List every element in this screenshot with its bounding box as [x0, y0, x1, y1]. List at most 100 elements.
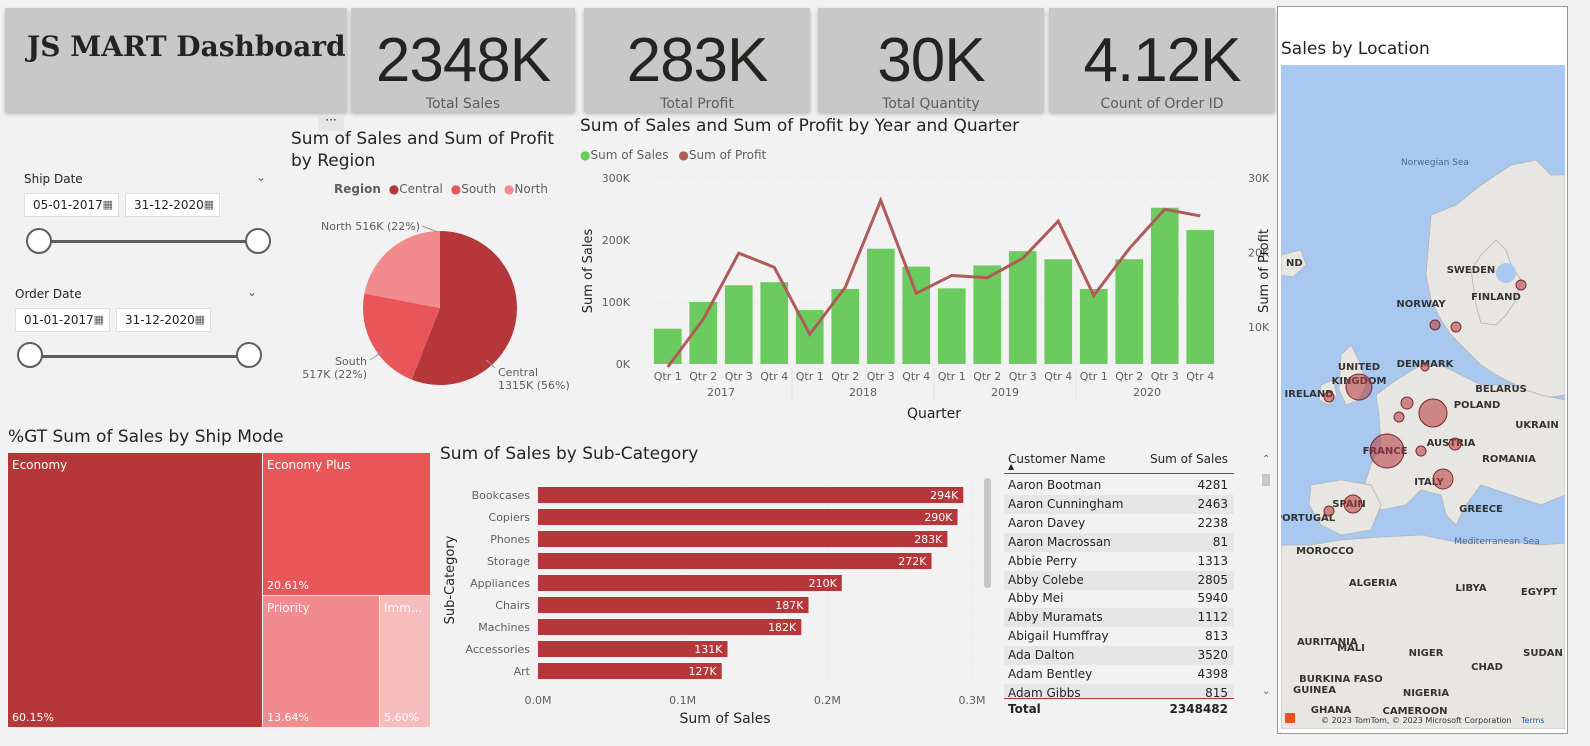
order-date-slider-start-handle[interactable]: [17, 342, 43, 368]
sales-bar[interactable]: [866, 248, 895, 364]
scrollbar[interactable]: [984, 478, 991, 588]
region-pie-chart[interactable]: Central 1315K (56%) South 517K (22%) North 5…: [290, 200, 580, 430]
subcategory-bar[interactable]: [538, 509, 958, 525]
scroll-down-icon[interactable]: ⌄: [1262, 686, 1271, 697]
location-bubble[interactable]: [1420, 362, 1430, 372]
subcategory-bar[interactable]: [538, 575, 842, 591]
ship-date-end-input[interactable]: 31-12-2020 ▦: [125, 193, 220, 217]
order-date-end-input[interactable]: 31-12-2020 ▦: [116, 308, 211, 332]
ship-date-slider-track[interactable]: [40, 240, 258, 243]
scrollbar[interactable]: [1262, 474, 1270, 486]
location-bubble[interactable]: [1429, 319, 1441, 331]
location-bubble[interactable]: [1432, 468, 1454, 490]
table-row[interactable]: Abby Muramats 1112: [1004, 608, 1234, 628]
location-bubble[interactable]: [1450, 321, 1462, 333]
subcategory-bar[interactable]: [538, 487, 964, 503]
cell-customer-name: Aaron Bootman: [1008, 478, 1102, 492]
pie-slice-north[interactable]: [364, 231, 440, 308]
bar-data-label: 182K: [768, 621, 797, 634]
location-bubble[interactable]: [1343, 494, 1363, 514]
subcategory-bar[interactable]: [538, 531, 948, 547]
treemap-cell-economy-plus[interactable]: Economy Plus 20.61%: [263, 453, 430, 595]
sort-asc-icon[interactable]: ▲: [1008, 462, 1015, 471]
location-bubble[interactable]: [1345, 373, 1373, 401]
subcategory-bar[interactable]: [538, 663, 722, 679]
scroll-up-icon[interactable]: ⌃: [1262, 454, 1271, 465]
calendar-icon[interactable]: ▦: [194, 313, 205, 326]
order-date-slider-track[interactable]: [31, 355, 249, 358]
profit-line[interactable]: [666, 196, 1201, 368]
location-bubble[interactable]: [1448, 437, 1462, 451]
x-tick-label: Qtr 4: [902, 370, 930, 383]
table-row[interactable]: Ada Dalton 3520: [1004, 646, 1234, 666]
sales-bar[interactable]: [902, 266, 931, 364]
table-row[interactable]: Aaron Davey 2238: [1004, 514, 1234, 533]
subcategory-bar[interactable]: [538, 641, 728, 657]
more-options-icon[interactable]: ···: [318, 114, 344, 131]
location-bubble[interactable]: [1369, 433, 1405, 469]
x-tick-label: Qtr 4: [760, 370, 788, 383]
sales-bar[interactable]: [1186, 230, 1215, 364]
subcategory-bar[interactable]: [538, 619, 802, 635]
map-label: SWEDEN: [1447, 265, 1496, 276]
location-bubble[interactable]: [1323, 505, 1335, 517]
sales-bar[interactable]: [973, 265, 1002, 364]
ship-date-start-input[interactable]: 05-01-2017 ▦: [24, 193, 119, 217]
map-canvas[interactable]: Norwegian SeaSWEDENNORWAYFINLANDDENMARKU…: [1281, 65, 1565, 729]
pie-slice-south[interactable]: [363, 293, 440, 380]
subcategory-chart-visual: Sum of Sales by Sub-Category 0.0M 0.1M 0.2…: [438, 440, 998, 735]
sales-bar[interactable]: [1115, 259, 1144, 364]
location-bubble[interactable]: [1415, 445, 1427, 457]
sales-bar[interactable]: [937, 288, 966, 364]
sales-bar[interactable]: [1079, 288, 1108, 364]
location-bubble[interactable]: [1515, 279, 1527, 291]
legend-title: Region: [334, 182, 381, 196]
map-terms-link[interactable]: Terms: [1520, 716, 1545, 725]
table-row[interactable]: Abbie Perry 1313: [1004, 552, 1234, 571]
table-row[interactable]: Abigail Humffray 813: [1004, 627, 1234, 646]
sales-bar[interactable]: [760, 282, 789, 364]
sales-bar[interactable]: [724, 285, 753, 364]
table-row[interactable]: Adam Bentley 4398: [1004, 665, 1234, 684]
subcategory-bar-chart[interactable]: 0.0M 0.1M 0.2M 0.3M Bookcases 294K Copiers 290K…: [438, 470, 993, 735]
col-customer-name[interactable]: Customer Name: [1008, 452, 1106, 466]
combo-chart[interactable]: 0K 100K 200K 300K 10K 20K 30K Sum of Sales Sum o…: [578, 170, 1278, 420]
pie-slice-central[interactable]: [411, 231, 517, 385]
subcategory-bar[interactable]: [538, 597, 809, 613]
y-tick-label: Copiers: [489, 511, 531, 524]
table-row[interactable]: Aaron Cunningham 2463: [1004, 494, 1234, 514]
table-row[interactable]: Aaron Bootman 4281: [1004, 476, 1234, 495]
y-tick-label: Art: [514, 665, 531, 678]
ship-date-start-value: 05-01-2017: [33, 198, 103, 212]
sales-bar[interactable]: [1150, 207, 1179, 364]
table-row[interactable]: Abby Mei 5940: [1004, 589, 1234, 608]
location-bubble[interactable]: [1400, 396, 1414, 410]
x-year-label: 2017: [707, 386, 735, 399]
order-date-slider-end-handle[interactable]: [236, 342, 262, 368]
table-row[interactable]: Aaron Macrossan 81: [1004, 532, 1234, 552]
col-sum-of-sales[interactable]: Sum of Sales: [1149, 452, 1228, 466]
cell-customer-name: Ada Dalton: [1008, 648, 1075, 663]
table-row[interactable]: Abby Colebe 2805: [1004, 570, 1234, 590]
calendar-icon[interactable]: ▦: [93, 313, 104, 326]
treemap-cell-priority[interactable]: Priority 13.64%: [263, 596, 379, 727]
ship-date-slider-start-handle[interactable]: [26, 228, 52, 254]
chevron-down-icon[interactable]: ⌄: [247, 285, 258, 299]
treemap-cell-economy[interactable]: Economy 60.15%: [8, 453, 262, 727]
ship-date-slider-end-handle[interactable]: [245, 228, 271, 254]
calendar-icon[interactable]: ▦: [203, 198, 214, 211]
x-tick-label: Qtr 1: [1080, 370, 1108, 383]
calendar-icon[interactable]: ▦: [102, 198, 113, 211]
subcategory-bar[interactable]: [538, 553, 932, 569]
chevron-down-icon[interactable]: ⌄: [256, 170, 267, 184]
location-bubble[interactable]: [1393, 411, 1405, 423]
sales-bar[interactable]: [653, 328, 682, 364]
location-bubble[interactable]: [1323, 391, 1335, 403]
map-label: GUINEA: [1293, 685, 1336, 696]
table-row[interactable]: Adam Gibbs 815: [1004, 683, 1234, 698]
treemap-cell-immediate[interactable]: Imm... 5.60%: [380, 596, 430, 727]
sales-bar[interactable]: [1008, 251, 1037, 364]
sales-bar[interactable]: [1044, 259, 1073, 364]
location-bubble[interactable]: [1418, 398, 1448, 428]
order-date-start-input[interactable]: 01-01-2017 ▦: [15, 308, 110, 332]
